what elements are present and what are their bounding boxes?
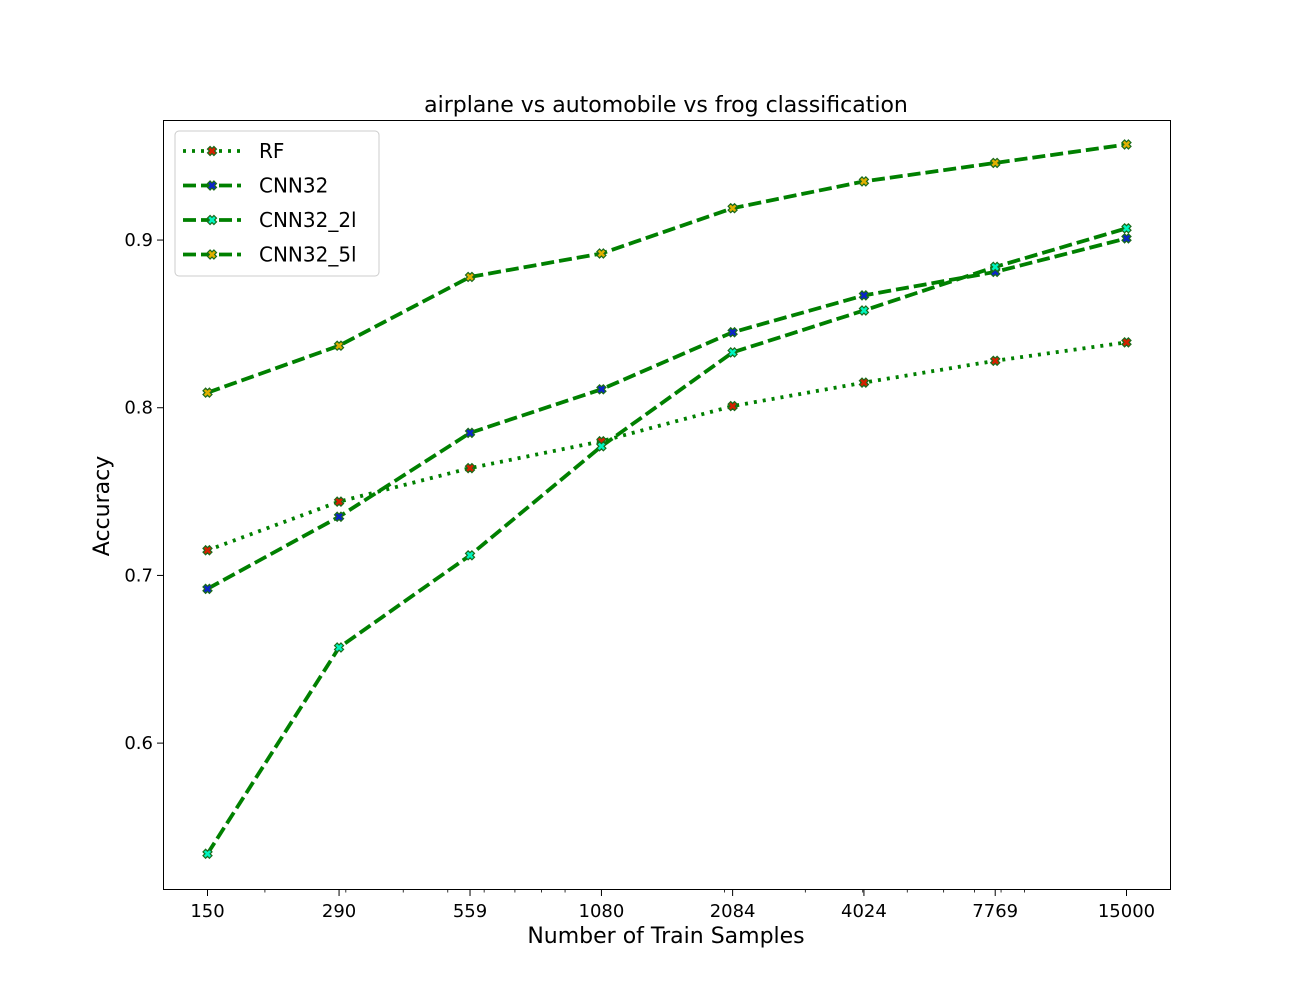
series-layer xyxy=(202,139,1132,860)
legend-box xyxy=(174,130,380,277)
data-point-cnn32_5l xyxy=(596,248,607,259)
data-point-cnn32 xyxy=(464,427,476,439)
x-tick-label: 1080 xyxy=(579,901,625,922)
data-point-rf xyxy=(727,400,738,412)
data-point-rf xyxy=(202,544,213,556)
x-tick-label: 559 xyxy=(453,901,487,922)
data-point-cnn32_2l xyxy=(858,305,870,316)
legend-marker xyxy=(206,249,218,260)
data-point-cnn32_2l xyxy=(596,440,607,452)
series-line-cnn32_2l xyxy=(205,226,1128,855)
x-tick-label: 4024 xyxy=(841,901,887,922)
data-point-cnn32_2l xyxy=(727,347,738,358)
data-point-cnn32_5l xyxy=(1121,139,1132,150)
y-axis-label: Accuracy xyxy=(90,456,115,556)
data-point-rf xyxy=(858,377,870,388)
data-point-cnn32_2l xyxy=(202,848,213,860)
data-point-cnn32 xyxy=(1121,233,1132,244)
series-line-cnn32 xyxy=(206,236,1127,591)
data-point-rf xyxy=(333,496,345,507)
legend-marker xyxy=(206,180,218,191)
data-point-cnn32_5l xyxy=(202,387,213,398)
y-tick-label: 0.9 xyxy=(124,230,153,251)
data-point-rf xyxy=(1121,336,1132,348)
chart-title: airplane vs automobile vs frog classific… xyxy=(424,93,908,118)
x-tick-label: 290 xyxy=(322,901,356,922)
data-point-rf xyxy=(989,355,1001,367)
data-point-cnn32_2l xyxy=(1121,222,1132,234)
legend: RF CNN32 CNN32_2l CNN32_5l xyxy=(174,130,380,277)
x-tick-label: 15000 xyxy=(1098,901,1155,922)
data-point-cnn32 xyxy=(858,290,870,301)
data-point-cnn32_5l xyxy=(989,157,1001,169)
data-point-rf xyxy=(464,462,476,474)
legend-label: CNN32_2l xyxy=(259,208,357,232)
data-point-cnn32 xyxy=(596,383,607,395)
x-tick-label: 2084 xyxy=(710,901,756,922)
data-point-cnn32_2l xyxy=(989,261,1001,273)
data-point-cnn32_5l xyxy=(858,176,870,187)
data-point-cnn32_2l xyxy=(464,549,476,561)
data-point-cnn32_5l xyxy=(727,202,738,214)
y-tick-label: 0.8 xyxy=(124,398,153,419)
legend-label: RF xyxy=(259,139,284,163)
data-point-cnn32 xyxy=(202,583,213,595)
series-line-rf xyxy=(206,340,1127,553)
x-tick-label: 7769 xyxy=(972,901,1018,922)
y-tick-label: 0.7 xyxy=(124,565,153,586)
legend-marker xyxy=(206,214,218,226)
data-point-cnn32 xyxy=(727,326,738,338)
x-tick-label: 150 xyxy=(190,901,224,922)
legend-label: CNN32_5l xyxy=(259,243,357,267)
x-axis-label: Number of Train Samples xyxy=(527,924,804,949)
y-tick-label: 0.6 xyxy=(124,733,153,754)
data-point-cnn32 xyxy=(333,511,345,523)
data-point-cnn32_5l xyxy=(333,340,345,352)
legend-label: CNN32 xyxy=(259,174,328,198)
data-point-cnn32_2l xyxy=(333,642,345,653)
series-line-cnn32_5l xyxy=(206,142,1127,395)
plot-frame xyxy=(163,120,1171,890)
x-ticks: 150 290 559 1080 2084 4024 7769 15000 xyxy=(190,889,1155,922)
data-point-cnn32_5l xyxy=(464,271,476,283)
y-ticks: 0.6 0.7 0.8 0.9 xyxy=(124,230,164,754)
legend-marker xyxy=(206,145,218,157)
